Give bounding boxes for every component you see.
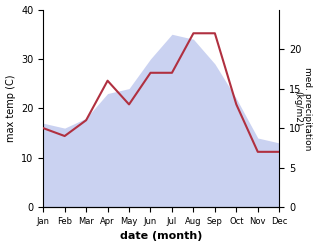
- X-axis label: date (month): date (month): [120, 231, 203, 242]
- Y-axis label: med. precipitation
(kg/m2): med. precipitation (kg/m2): [293, 67, 313, 150]
- Y-axis label: max temp (C): max temp (C): [5, 75, 16, 142]
